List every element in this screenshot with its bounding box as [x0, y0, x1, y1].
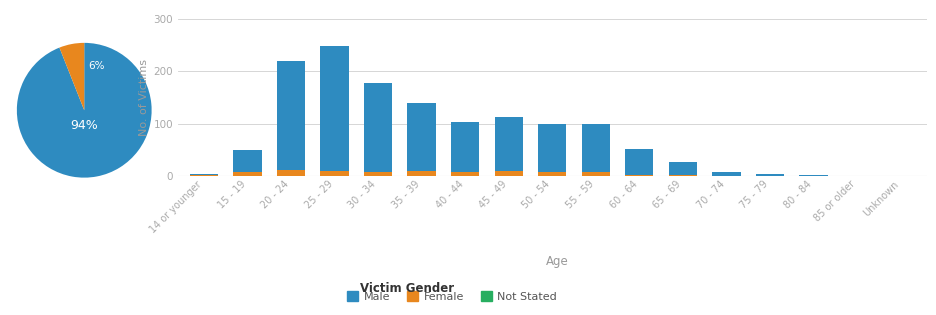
Wedge shape: [17, 43, 152, 178]
Text: 6%: 6%: [88, 61, 105, 72]
Bar: [451, 122, 479, 176]
Bar: [668, 175, 697, 176]
Text: Victim Gender: Victim Gender: [360, 282, 455, 295]
Bar: [712, 172, 740, 176]
Bar: [364, 83, 392, 176]
Bar: [581, 124, 610, 176]
Y-axis label: No. of Victims: No. of Victims: [139, 59, 149, 136]
Bar: [494, 117, 523, 176]
Bar: [277, 169, 305, 176]
Legend: Male, Female, Not Stated: Male, Female, Not Stated: [343, 287, 562, 306]
Bar: [494, 171, 523, 176]
Bar: [364, 172, 392, 176]
Bar: [190, 175, 218, 176]
Bar: [538, 172, 566, 176]
Text: Age: Age: [546, 255, 568, 268]
Bar: [277, 61, 305, 176]
Bar: [625, 175, 653, 176]
Bar: [407, 171, 436, 176]
Wedge shape: [59, 43, 84, 110]
Bar: [799, 175, 827, 176]
Bar: [233, 172, 262, 176]
Bar: [320, 171, 349, 176]
Bar: [538, 124, 566, 176]
Bar: [190, 174, 218, 176]
Text: 94%: 94%: [70, 118, 98, 132]
Bar: [451, 172, 479, 176]
Bar: [668, 162, 697, 176]
Bar: [320, 46, 349, 176]
Bar: [407, 103, 436, 176]
Bar: [581, 172, 610, 176]
Bar: [755, 174, 784, 176]
Bar: [233, 150, 262, 176]
Bar: [625, 149, 653, 176]
